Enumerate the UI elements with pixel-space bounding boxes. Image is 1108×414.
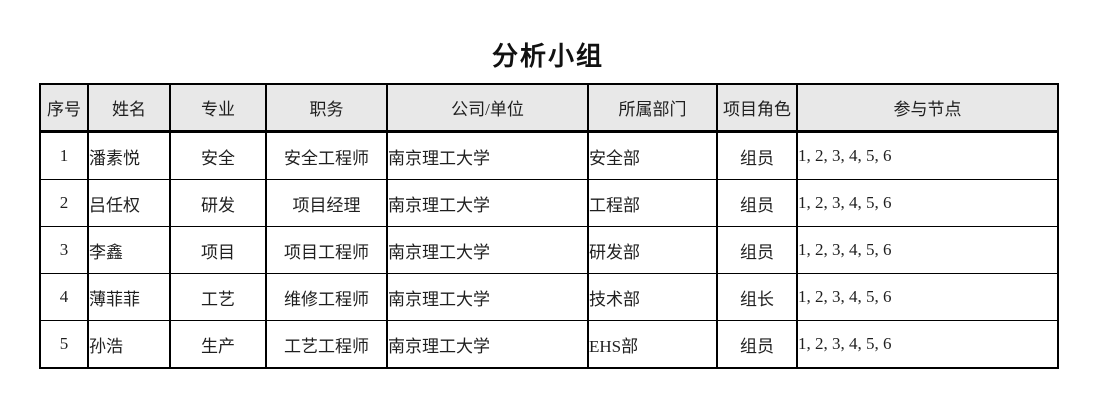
cell-department: 技术部 [587, 273, 718, 321]
cell-position: 项目经理 [265, 179, 388, 227]
analysis-team-table: 序号 姓名 专业 职务 公司/单位 所属部门 项目角色 参与节点 1 潘素悦 安… [39, 83, 1059, 369]
document-title: 分析小组 [491, 42, 604, 71]
header-company: 公司/单位 [386, 83, 589, 133]
cell-company: 南京理工大学 [386, 273, 589, 321]
cell-nodes: 1, 2, 3, 4, 5, 6 [796, 226, 1059, 274]
header-nodes: 参与节点 [796, 83, 1059, 133]
header-role: 项目角色 [716, 83, 798, 133]
cell-serial: 3 [39, 226, 89, 274]
cell-department: EHS部 [587, 320, 718, 369]
cell-serial: 4 [39, 273, 89, 321]
table-row: 3 李鑫 项目 项目工程师 南京理工大学 研发部 组员 1, 2, 3, 4, … [39, 226, 1059, 274]
cell-department: 研发部 [587, 226, 718, 274]
cell-major: 工艺 [169, 273, 267, 321]
table-row: 4 薄菲菲 工艺 维修工程师 南京理工大学 技术部 组长 1, 2, 3, 4,… [39, 273, 1059, 321]
table-header-row: 序号 姓名 专业 职务 公司/单位 所属部门 项目角色 参与节点 [39, 83, 1059, 133]
cell-role: 组员 [716, 179, 798, 227]
cell-position: 工艺工程师 [265, 320, 388, 369]
cell-company: 南京理工大学 [386, 320, 589, 369]
cell-nodes: 1, 2, 3, 4, 5, 6 [796, 179, 1059, 227]
header-position: 职务 [265, 83, 388, 133]
cell-department: 安全部 [587, 131, 718, 180]
table-row: 5 孙浩 生产 工艺工程师 南京理工大学 EHS部 组员 1, 2, 3, 4,… [39, 320, 1059, 369]
cell-position: 维修工程师 [265, 273, 388, 321]
table-row: 2 吕任权 研发 项目经理 南京理工大学 工程部 组员 1, 2, 3, 4, … [39, 179, 1059, 227]
cell-nodes: 1, 2, 3, 4, 5, 6 [796, 131, 1059, 180]
cell-name: 吕任权 [87, 179, 171, 227]
cell-major: 安全 [169, 131, 267, 180]
cell-name: 孙浩 [87, 320, 171, 369]
cell-role: 组长 [716, 273, 798, 321]
cell-name: 薄菲菲 [87, 273, 171, 321]
header-name: 姓名 [87, 83, 171, 133]
cell-nodes: 1, 2, 3, 4, 5, 6 [796, 273, 1059, 321]
cell-company: 南京理工大学 [386, 179, 589, 227]
cell-serial: 1 [39, 131, 89, 180]
header-department: 所属部门 [587, 83, 718, 133]
cell-role: 组员 [716, 320, 798, 369]
table-row: 1 潘素悦 安全 安全工程师 南京理工大学 安全部 组员 1, 2, 3, 4,… [39, 131, 1059, 180]
cell-position: 项目工程师 [265, 226, 388, 274]
cell-serial: 5 [39, 320, 89, 369]
cell-major: 生产 [169, 320, 267, 369]
header-major: 专业 [169, 83, 267, 133]
cell-major: 项目 [169, 226, 267, 274]
cell-name: 潘素悦 [87, 131, 171, 180]
cell-role: 组员 [716, 226, 798, 274]
header-serial: 序号 [39, 83, 89, 133]
cell-name: 李鑫 [87, 226, 171, 274]
cell-company: 南京理工大学 [386, 226, 589, 274]
cell-position: 安全工程师 [265, 131, 388, 180]
cell-serial: 2 [39, 179, 89, 227]
cell-nodes: 1, 2, 3, 4, 5, 6 [796, 320, 1059, 369]
cell-company: 南京理工大学 [386, 131, 589, 180]
cell-department: 工程部 [587, 179, 718, 227]
cell-major: 研发 [169, 179, 267, 227]
cell-role: 组员 [716, 131, 798, 180]
